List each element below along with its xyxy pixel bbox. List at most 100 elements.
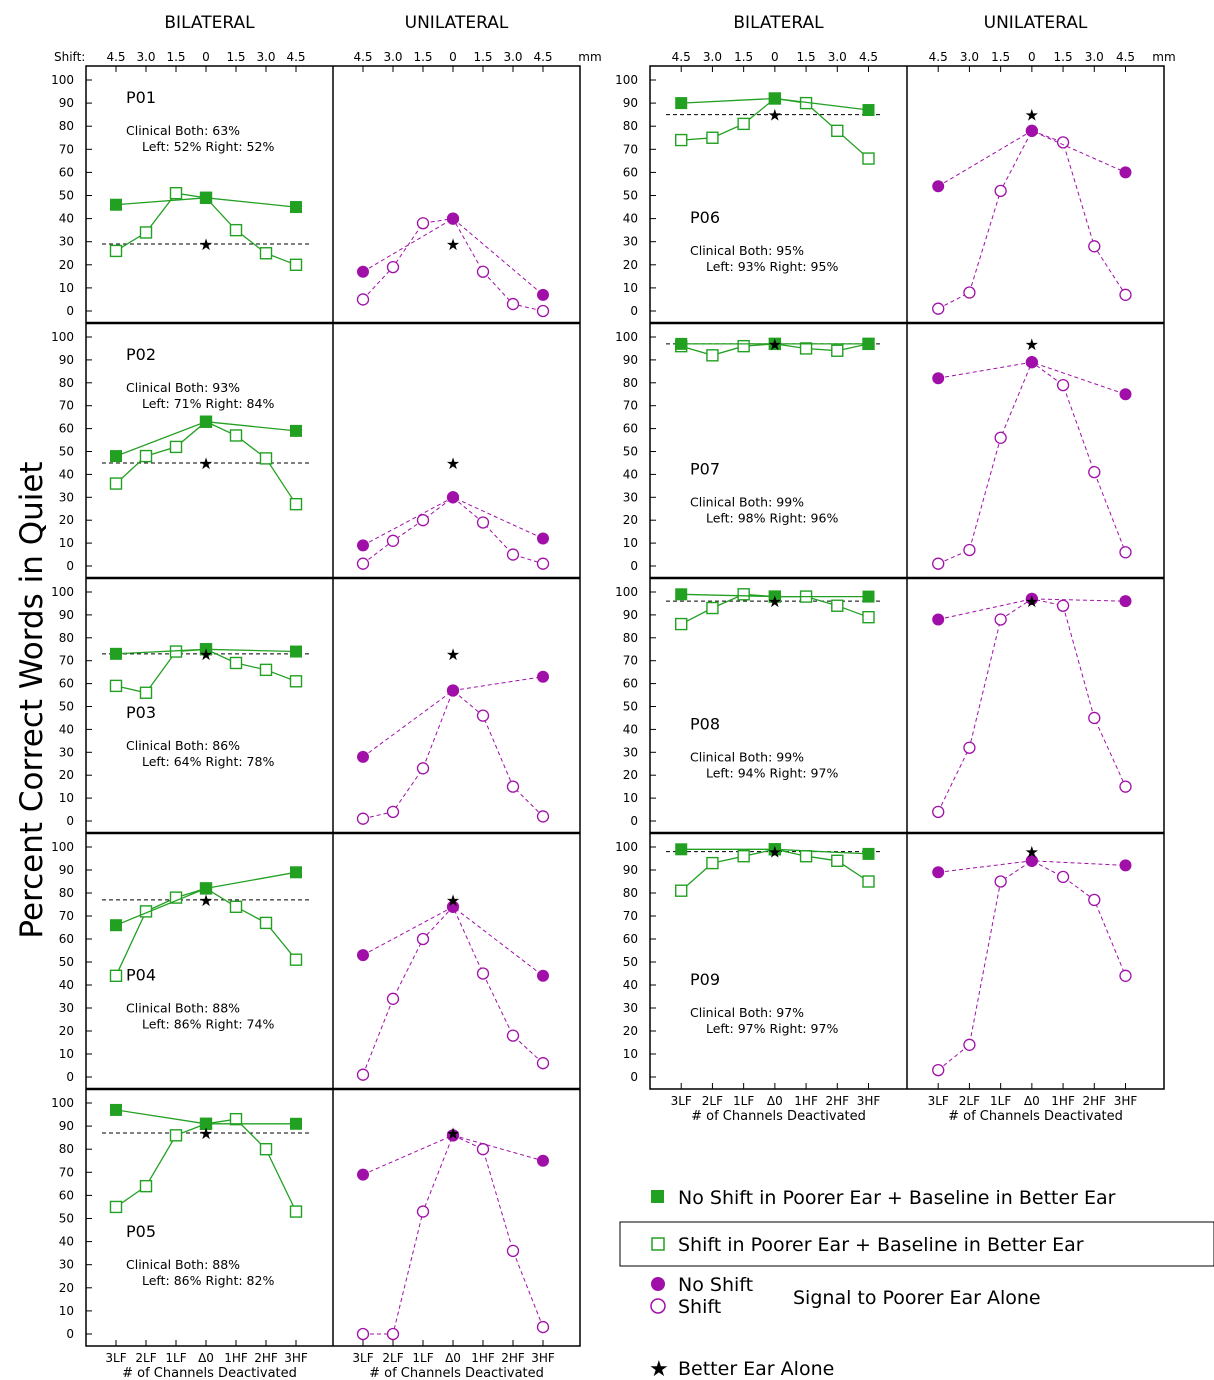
bilateral-shift-point [831, 599, 844, 612]
x-axis-label: # of Channels Deactivated [691, 1109, 866, 1124]
bilateral-noshift-point [290, 424, 302, 437]
y-tick-label: 80 [623, 376, 638, 390]
y-tick-label: 40 [59, 212, 74, 226]
better-ear-star-unilateral: ★ [446, 1124, 460, 1143]
clinical-both-label: Clinical Both: 99% [690, 494, 804, 509]
y-tick-label: 40 [59, 722, 74, 736]
legend: No Shift in Poorer Ear + Baseline in Bet… [619, 1187, 1214, 1380]
left-right-label: Left: 86% Right: 74% [142, 1016, 274, 1031]
left-right-label: Left: 98% Right: 96% [706, 510, 838, 525]
bilateral-shift-point [109, 477, 123, 490]
bilateral-shift-point [706, 349, 719, 362]
y-tick-label: 60 [623, 677, 638, 691]
unilateral-shift-point [416, 932, 430, 946]
y-tick-label: 20 [59, 258, 74, 272]
unilateral-shift-point [476, 265, 490, 278]
unilateral-noshift-point [357, 949, 369, 962]
shift-tick-label: 0 [202, 50, 210, 64]
x-tick-label: 2LF [382, 1351, 403, 1365]
y-tick-label: 10 [59, 536, 74, 550]
y-tick-label: 20 [623, 258, 638, 272]
y-tick-label: 90 [59, 353, 74, 367]
y-tick-label: 20 [623, 513, 638, 527]
better-ear-star-bilateral: ★ [199, 1124, 213, 1143]
bilateral-noshift-point [200, 643, 212, 656]
unilateral-shift-point [506, 780, 520, 793]
x-tick-label: 3LF [671, 1094, 692, 1108]
left-right-label: Left: 97% Right: 97% [706, 1021, 838, 1036]
y-tick-label: 90 [59, 96, 74, 110]
unilateral-noshift-line [937, 130, 1126, 187]
y-tick-label: 60 [59, 932, 74, 946]
x-tick-label: 3HF [1114, 1094, 1138, 1108]
bilateral-noshift-point [675, 97, 688, 110]
bilateral-noshift-point [110, 1103, 122, 1116]
shift-tick-label: 4.5 [672, 50, 691, 64]
x-tick-label: 2HF [254, 1351, 278, 1365]
unilateral-noshift-line [362, 217, 544, 296]
y-tick-label: 0 [66, 1070, 74, 1084]
y-tick-label: 40 [59, 978, 74, 992]
unilateral-shift-point [994, 431, 1007, 444]
bilateral-shift-point [831, 854, 844, 867]
unilateral-shift-line [362, 689, 544, 820]
bilateral-noshift-point [200, 1117, 212, 1130]
y-tick-label: 60 [59, 165, 74, 179]
y-tick-label: 30 [59, 235, 74, 249]
unilateral-shift-point [536, 304, 550, 318]
clinical-both-label: Clinical Both: 63% [126, 123, 240, 138]
y-tick-label: 70 [623, 142, 638, 156]
bilateral-shift-point [675, 133, 688, 147]
x-tick-label: 1LF [165, 1351, 186, 1365]
bilateral-noshift-point [200, 882, 212, 895]
shift-tick-label: 0 [771, 50, 779, 64]
unilateral-noshift-point [447, 1129, 459, 1142]
y-tick-label: 30 [623, 1001, 638, 1015]
y-tick-label: 50 [59, 955, 74, 969]
bilateral-shift-point [737, 117, 750, 131]
unilateral-shift-point [536, 1057, 550, 1070]
y-tick-label: 50 [623, 189, 638, 203]
marks-layer: P01 Clinical Both: 63%Left: 52% Right: 52… [102, 88, 1132, 1341]
unilateral-shift-line [937, 130, 1126, 310]
bilateral-shift-point [737, 588, 750, 601]
unilateral-shift-point [386, 1327, 400, 1341]
unilateral-shift-point [994, 184, 1007, 198]
bilateral-noshift-point [862, 590, 875, 603]
unilateral-shift-point [476, 967, 490, 980]
unilateral-shift-point [1119, 780, 1132, 793]
x-tick-label: Δ0 [445, 1351, 461, 1365]
y-tick-label: 20 [59, 1024, 74, 1038]
x-axis-label: # of Channels Deactivated [369, 1366, 544, 1380]
shift-tick-label: 4.5 [286, 50, 305, 64]
bilateral-shift-point [139, 226, 153, 239]
x-tick-label: 1HF [1051, 1094, 1075, 1108]
bilateral-noshift-point [110, 450, 122, 463]
unilateral-noshift-point [447, 900, 459, 913]
bilateral-shift-point [109, 1200, 123, 1214]
y-tick-label: 60 [623, 932, 638, 946]
panel-p04: P04 Clinical Both: 88%Left: 86% Right: 74… [102, 866, 550, 1081]
unilateral-noshift-point [1025, 124, 1038, 137]
bilateral-shift-point [169, 186, 183, 200]
unilateral-noshift-point [537, 532, 549, 545]
y-tick-label: 70 [59, 1165, 74, 1179]
panel-p06: P06 Clinical Both: 95%Left: 93% Right: 95… [666, 92, 1132, 315]
panel-p05: P05 Clinical Both: 88%Left: 86% Right: 82… [102, 1103, 550, 1341]
clinical-both-label: Clinical Both: 88% [126, 1000, 240, 1015]
y-tick-label: 10 [623, 1047, 638, 1061]
y-tick-label: 20 [59, 768, 74, 782]
x-tick-label: 1LF [412, 1351, 433, 1365]
y-tick-label: 0 [66, 814, 74, 828]
unilateral-shift-point [963, 1038, 976, 1051]
unilateral-shift-point [932, 1063, 945, 1077]
unilateral-shift-point [1056, 870, 1070, 884]
y-tick-label: 10 [59, 791, 74, 805]
shift-tick-label: 0 [449, 50, 457, 64]
legend-star-icon: ★ [649, 1357, 669, 1380]
bilateral-noshift-point [675, 843, 688, 856]
x-axis-label: # of Channels Deactivated [948, 1109, 1123, 1124]
bilateral-noshift-point [768, 590, 781, 603]
left-right-label: Left: 64% Right: 78% [142, 754, 274, 769]
y-tick-label: 60 [623, 422, 638, 436]
